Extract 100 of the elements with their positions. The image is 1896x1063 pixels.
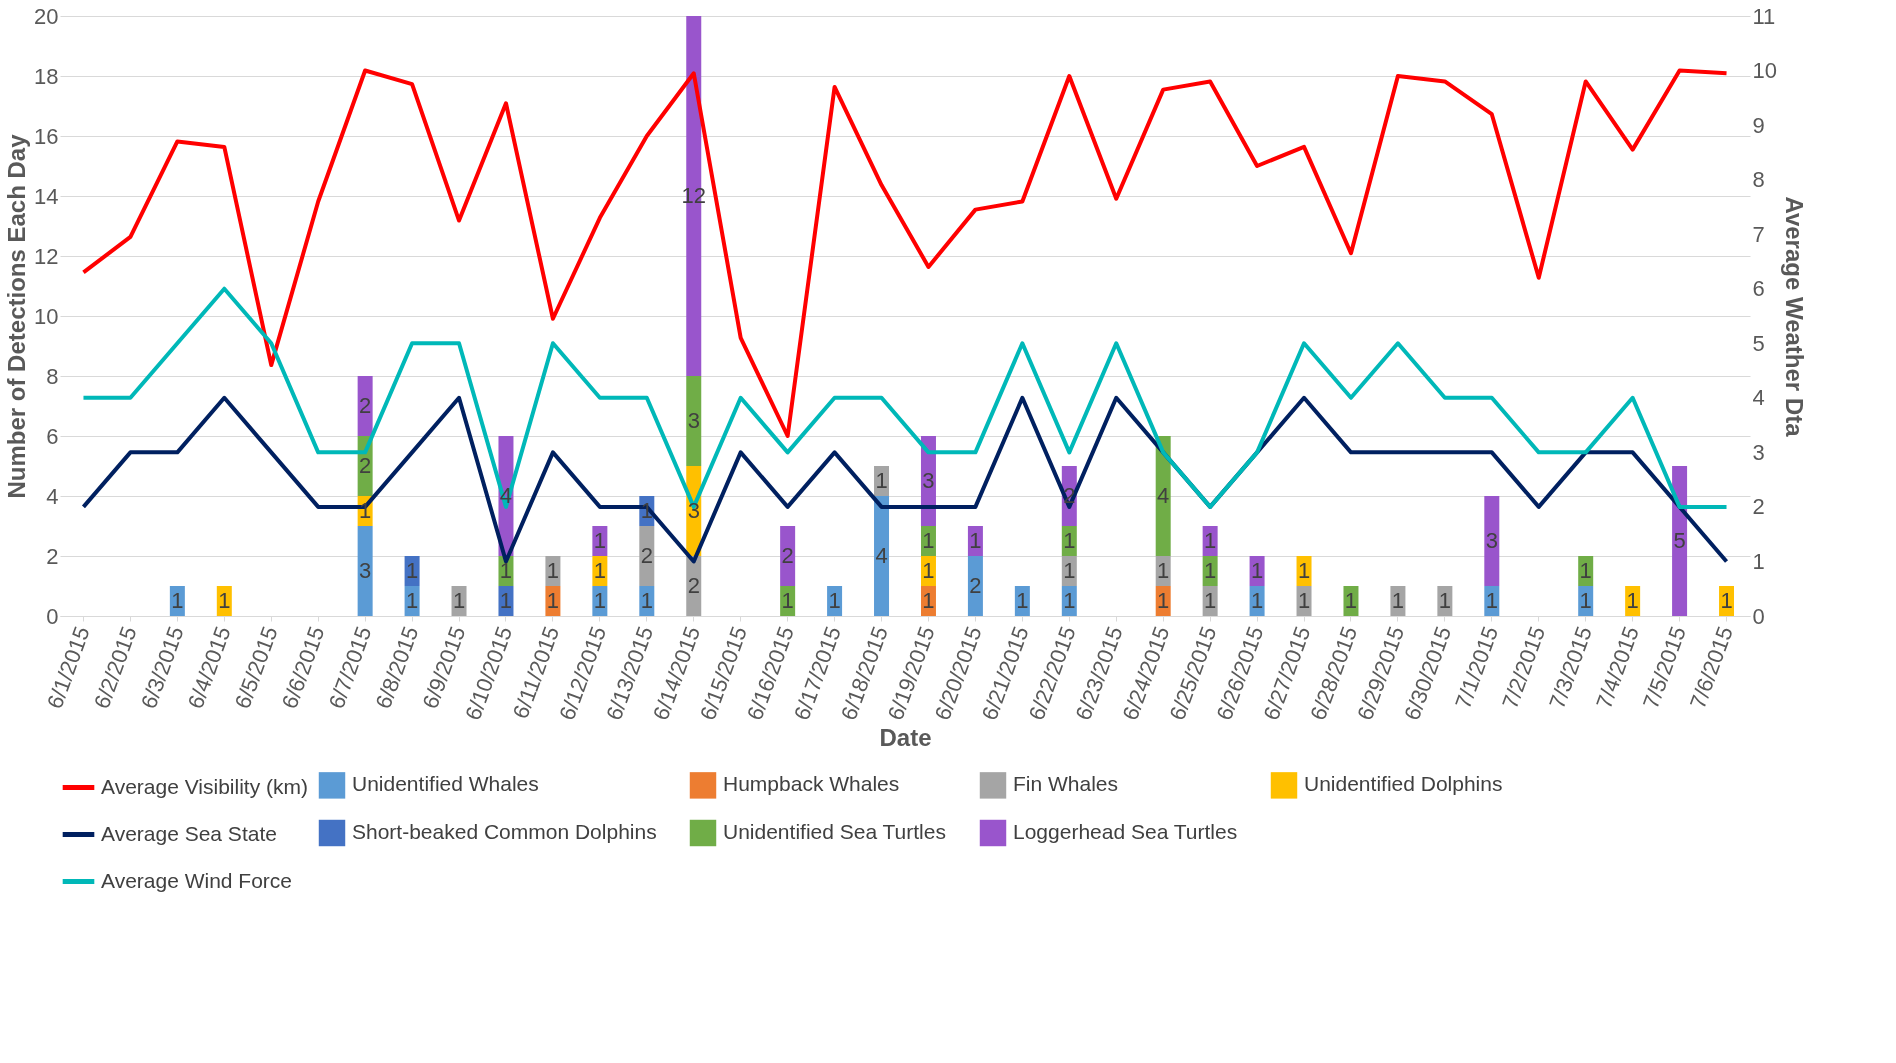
y-tick-label: 4 [46, 483, 59, 509]
data-label: 4 [875, 543, 888, 568]
data-label: 1 [922, 528, 935, 553]
data-label: 1 [171, 588, 184, 613]
bar [639, 526, 655, 586]
data-label: 1 [828, 588, 841, 613]
y-tick-label: 10 [34, 303, 59, 329]
bar [967, 556, 983, 616]
data-label: 3 [922, 468, 935, 493]
data-label: 1 [593, 528, 606, 553]
data-label: 2 [640, 543, 653, 568]
y2-tick-label: 6 [1752, 276, 1765, 302]
data-label: 1 [218, 588, 231, 613]
data-label: 1 [1157, 558, 1170, 583]
y-tick-label: 18 [34, 63, 59, 89]
y2-tick-label: 7 [1752, 221, 1765, 247]
data-label: 5 [1673, 528, 1686, 553]
data-label: 1 [875, 468, 888, 493]
y2-tick-label: 9 [1752, 112, 1765, 138]
y2-tick-label: 5 [1752, 330, 1765, 356]
data-label: 1 [593, 558, 606, 583]
data-label: 1 [781, 588, 794, 613]
line-series [81, 395, 1729, 564]
bar [357, 526, 373, 616]
legend-label: Unidentified Whales [352, 772, 539, 796]
data-label: 2 [359, 393, 372, 418]
data-label: 1 [1485, 588, 1498, 613]
bar [686, 376, 702, 466]
data-label: 1 [593, 588, 606, 613]
y2-tick-label: 3 [1752, 439, 1765, 465]
data-label: 1 [1250, 588, 1264, 613]
legend-label: Unidentified Dolphins [1304, 772, 1503, 796]
data-label: 1 [640, 588, 653, 613]
data-label: 1 [1579, 588, 1592, 613]
y-tick-label: 8 [46, 363, 59, 389]
data-label: 2 [969, 573, 982, 598]
data-label: 1 [1063, 528, 1076, 553]
y-tick-label: 20 [34, 3, 59, 29]
legend-label: Average Visibility (km) [101, 774, 308, 798]
data-label: 1 [1391, 588, 1405, 613]
data-label: 1 [1344, 588, 1358, 613]
bar [780, 526, 796, 586]
data-label: 1 [1297, 588, 1311, 613]
data-label: 4 [1157, 483, 1170, 508]
data-label: 1 [1204, 558, 1217, 583]
y2-tick-label: 11 [1752, 3, 1776, 29]
data-label: 3 [1485, 528, 1498, 553]
y2-tick-label: 8 [1752, 167, 1765, 193]
data-label: 1 [1157, 588, 1170, 613]
data-label: 2 [781, 543, 794, 568]
legend-label: Humpback Whales [723, 772, 900, 796]
data-label: 1 [922, 588, 935, 613]
data-label: 1 [1016, 588, 1029, 613]
data-label: 3 [359, 558, 372, 583]
data-label: 1 [1250, 558, 1264, 583]
y-tick-label: 2 [46, 543, 59, 569]
y-tick-label: 0 [46, 603, 59, 629]
data-label: 1 [1063, 588, 1076, 613]
data-label: 3 [687, 408, 700, 433]
y2-tick-label: 1 [1752, 548, 1765, 574]
y-axis-title: Number of Detections Each Day [3, 133, 31, 499]
data-label: 2 [359, 453, 372, 478]
legend-label: Average Wind Force [101, 868, 293, 892]
legend-label: Short-beaked Common Dolphins [352, 820, 657, 843]
y2-axis-title: Average Weather Dta [1780, 196, 1808, 438]
y2-tick-label: 2 [1752, 494, 1765, 520]
data-label: 1 [405, 588, 419, 613]
bar [874, 496, 890, 616]
data-label: 1 [969, 528, 982, 553]
data-label: 1 [405, 558, 419, 583]
y2-tick-label: 0 [1752, 603, 1765, 629]
y2-tick-label: 10 [1752, 58, 1777, 84]
data-label: 1 [1204, 528, 1217, 553]
legend-label: Fin Whales [1013, 772, 1119, 796]
bar [1484, 496, 1500, 586]
data-label: 1 [1063, 558, 1076, 583]
x-axis-title: Date [879, 724, 932, 752]
data-label: 1 [1626, 588, 1639, 613]
data-label: 1 [1579, 558, 1592, 583]
data-label: 1 [499, 558, 513, 583]
data-label: 1 [546, 588, 560, 613]
data-label: 1 [922, 558, 935, 583]
data-label: 1 [1204, 588, 1217, 613]
y2-tick-label: 4 [1752, 385, 1765, 411]
y-tick-label: 16 [34, 123, 59, 149]
data-label: 1 [1720, 588, 1733, 613]
y-tick-label: 6 [46, 423, 59, 449]
data-label: 1 [1297, 558, 1311, 583]
legend-label: Average Sea State [101, 821, 277, 845]
y-tick-label: 14 [34, 183, 59, 209]
data-label: 1 [1438, 588, 1451, 613]
data-label: 1 [546, 558, 560, 583]
data-label: 1 [452, 588, 466, 613]
line-series [81, 68, 1729, 438]
data-label: 2 [687, 573, 700, 598]
legend-label: Unidentified Sea Turtles [723, 820, 946, 843]
legend-label: Loggerhead Sea Turtles [1013, 820, 1238, 843]
data-label: 1 [499, 588, 513, 613]
y-tick-label: 12 [34, 243, 59, 269]
data-label: 3 [687, 498, 700, 523]
